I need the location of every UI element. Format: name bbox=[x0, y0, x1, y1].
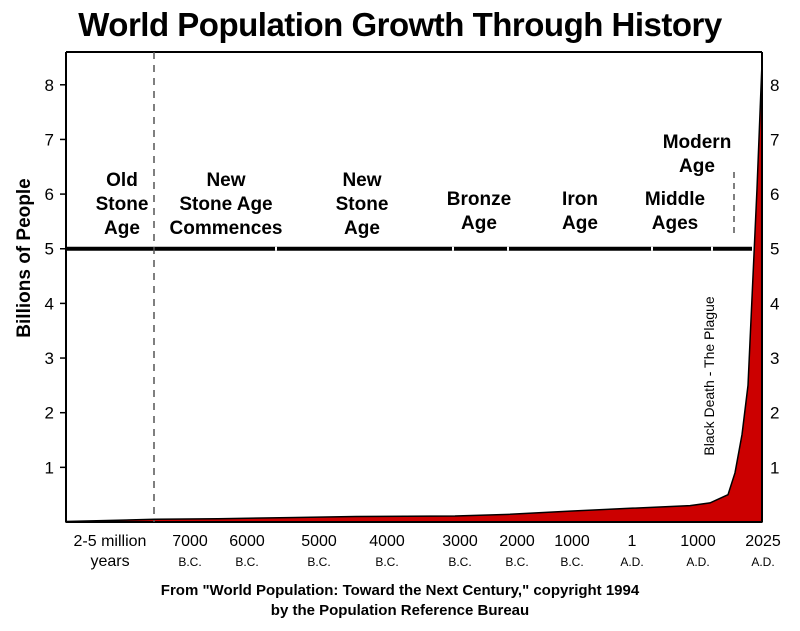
y-tick-label-right: 5 bbox=[770, 240, 779, 259]
x-tick-sublabel: years bbox=[90, 553, 129, 570]
annotation-black-death: Black Death - The Plague bbox=[701, 296, 717, 455]
x-tick-sublabel: B.C. bbox=[448, 555, 471, 569]
y-tick-label-right: 4 bbox=[770, 294, 779, 313]
y-tick-label-right: 2 bbox=[770, 404, 779, 423]
y-tick-label-left: 2 bbox=[45, 404, 54, 423]
x-tick-sublabel: A.D. bbox=[620, 555, 643, 569]
x-tick-sublabel: B.C. bbox=[375, 555, 398, 569]
y-tick-label-left: 4 bbox=[45, 294, 54, 313]
y-tick-label-right: 7 bbox=[770, 130, 779, 149]
era-label: Bronze Age bbox=[447, 189, 511, 234]
y-tick-label-right: 6 bbox=[770, 185, 779, 204]
x-tick-label: 1000 bbox=[554, 533, 590, 550]
x-tick-sublabel: B.C. bbox=[235, 555, 258, 569]
era-label: New Stone Age bbox=[336, 170, 389, 239]
y-tick-label-right: 8 bbox=[770, 76, 779, 95]
population-area bbox=[65, 62, 763, 523]
x-tick-label: 2-5 million bbox=[74, 533, 147, 550]
x-tick-sublabel: A.D. bbox=[751, 555, 774, 569]
x-tick-label: 2000 bbox=[499, 533, 535, 550]
y-tick-label-left: 3 bbox=[45, 349, 54, 368]
x-tick-sublabel: B.C. bbox=[307, 555, 330, 569]
y-tick-label-left: 1 bbox=[45, 458, 54, 477]
era-label: Old Stone Age bbox=[96, 170, 149, 239]
x-tick-label: 1 bbox=[628, 533, 637, 550]
x-tick-label: 2025 bbox=[745, 533, 781, 550]
x-tick-sublabel: B.C. bbox=[560, 555, 583, 569]
era-label: Modern Age bbox=[663, 132, 732, 177]
era-label: New Stone Age Commences bbox=[170, 170, 283, 239]
y-tick-label-left: 5 bbox=[45, 240, 54, 259]
era-label: Iron Age bbox=[562, 189, 598, 234]
x-tick-label: 3000 bbox=[442, 533, 478, 550]
x-tick-label: 7000 bbox=[172, 533, 208, 550]
x-tick-sublabel: B.C. bbox=[178, 555, 201, 569]
y-tick-label-left: 7 bbox=[45, 130, 54, 149]
chart-title: World Population Growth Through History bbox=[78, 6, 722, 43]
source-credit-line-2: by the Population Reference Bureau bbox=[270, 602, 530, 619]
y-tick-label-left: 6 bbox=[45, 185, 54, 204]
x-tick-label: 4000 bbox=[369, 533, 405, 550]
source-credit-line-1: From "World Population: Toward the Next … bbox=[160, 582, 640, 599]
era-label: Middle Ages bbox=[645, 189, 705, 234]
x-tick-label: 5000 bbox=[301, 533, 337, 550]
y-tick-label-left: 8 bbox=[45, 76, 54, 95]
x-tick-sublabel: B.C. bbox=[505, 555, 528, 569]
y-axis-label: Billions of People bbox=[14, 178, 35, 337]
x-tick-sublabel: A.D. bbox=[686, 555, 709, 569]
x-tick-label: 1000 bbox=[680, 533, 716, 550]
y-tick-label-right: 1 bbox=[770, 458, 779, 477]
y-tick-label-right: 3 bbox=[770, 349, 779, 368]
x-tick-label: 6000 bbox=[229, 533, 265, 550]
